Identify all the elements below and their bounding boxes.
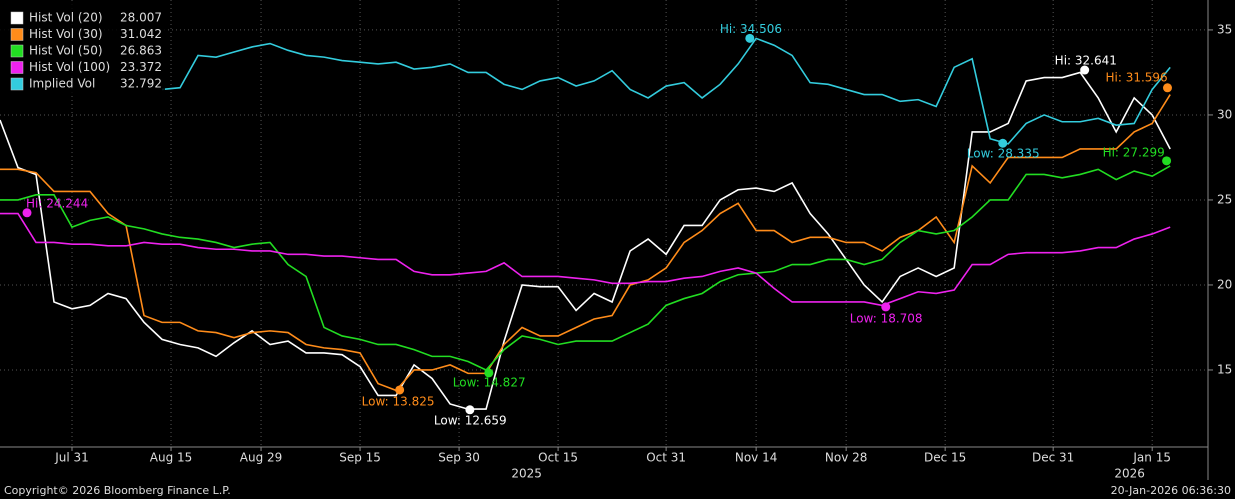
annotation-label: Hi: 24.244 xyxy=(26,196,88,210)
copyright: Copyright© 2026 Bloomberg Finance L.P. xyxy=(4,484,231,497)
legend-value: 28.007 xyxy=(120,11,162,25)
series-line xyxy=(0,165,1171,371)
legend-label: Implied Vol xyxy=(29,77,95,91)
series-line xyxy=(0,212,1171,307)
annotation-marker xyxy=(484,368,494,378)
legend-bg xyxy=(0,4,165,96)
series-line xyxy=(0,94,1171,392)
year-label: 2026 xyxy=(1114,467,1145,481)
annotation-marker xyxy=(395,385,405,395)
y-tick-label: 15 xyxy=(1217,362,1232,376)
legend-label: Hist Vol (50) xyxy=(29,44,103,58)
x-tick-label: Aug 29 xyxy=(240,451,283,465)
legend-value: 31.042 xyxy=(120,27,162,41)
annotation-marker xyxy=(881,302,891,312)
x-tick-label: Jan 15 xyxy=(1132,451,1171,465)
annotation-label: Low: 14.827 xyxy=(453,375,526,389)
y-tick-label: 35 xyxy=(1217,22,1232,36)
annotation-label: Hi: 27.299 xyxy=(1103,145,1165,159)
x-tick-label: Jul 31 xyxy=(54,451,89,465)
annotation-marker xyxy=(998,138,1008,148)
legend-swatch xyxy=(10,11,24,25)
x-tick-label: Dec 31 xyxy=(1032,451,1074,465)
annotation-label: Low: 28.335 xyxy=(967,147,1040,161)
legend-value: 32.792 xyxy=(120,77,162,91)
legend-label: Hist Vol (100) xyxy=(29,60,110,74)
legend-swatch xyxy=(10,77,24,91)
annotation-marker xyxy=(1162,156,1172,166)
annotation-label: Hi: 32.641 xyxy=(1055,54,1117,68)
year-label: 2025 xyxy=(511,467,542,481)
x-tick-label: Sep 15 xyxy=(339,451,381,465)
x-tick-label: Dec 15 xyxy=(924,451,966,465)
timestamp: 20-Jan-2026 06:36:30 xyxy=(1111,484,1231,497)
annotation-marker xyxy=(1162,83,1172,93)
x-tick-label: Oct 31 xyxy=(646,451,686,465)
series-line xyxy=(0,71,1171,410)
y-tick-label: 30 xyxy=(1217,107,1232,121)
annotation-label: Hi: 31.596 xyxy=(1105,70,1167,84)
annotation-marker xyxy=(1080,65,1090,75)
annotation-label: Low: 13.825 xyxy=(362,394,435,408)
y-tick-label: 25 xyxy=(1217,192,1232,206)
annotation-marker xyxy=(745,33,755,43)
x-tick-label: Aug 15 xyxy=(150,451,193,465)
x-tick-label: Sep 30 xyxy=(438,451,480,465)
legend-value: 26.863 xyxy=(120,44,162,58)
legend: Hist Vol (20) 28.007 Hist Vol (30) 31.042 Hi… xyxy=(0,4,165,96)
annotation-label: Low: 18.708 xyxy=(850,311,923,325)
legend-swatch xyxy=(10,44,24,58)
legend-swatch xyxy=(10,61,24,74)
legend-label: Hist Vol (30) xyxy=(29,27,103,41)
legend-value: 23.372 xyxy=(120,60,162,74)
y-tick-label: 20 xyxy=(1217,277,1232,291)
annotation-label: Low: 12.659 xyxy=(434,413,507,427)
legend-label: Hist Vol (20) xyxy=(29,11,103,25)
x-tick-label: Oct 15 xyxy=(538,451,578,465)
annotation-marker xyxy=(465,405,475,415)
x-tick-label: Nov 14 xyxy=(735,451,778,465)
x-tick-label: Nov 28 xyxy=(825,451,868,465)
annotation-marker xyxy=(22,208,32,218)
annotation-label: Hi: 34.506 xyxy=(720,22,782,36)
legend-swatch xyxy=(10,28,24,41)
